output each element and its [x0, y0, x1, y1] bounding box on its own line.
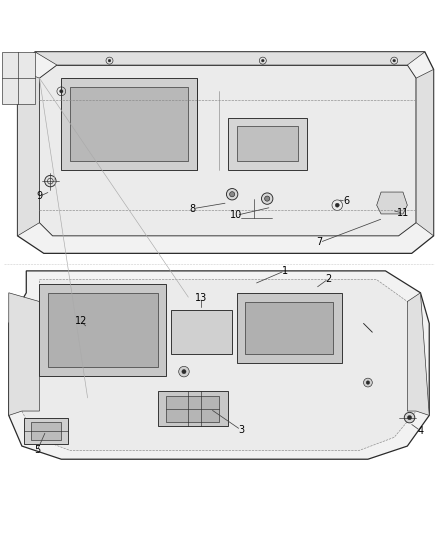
Circle shape: [60, 90, 63, 93]
Polygon shape: [18, 69, 39, 236]
Circle shape: [384, 195, 400, 211]
Text: 9: 9: [36, 191, 42, 201]
Text: 6: 6: [343, 196, 349, 206]
Circle shape: [182, 369, 186, 374]
Circle shape: [230, 192, 235, 197]
Polygon shape: [70, 87, 188, 161]
Circle shape: [393, 59, 396, 62]
Circle shape: [45, 175, 56, 187]
Text: 11: 11: [397, 208, 409, 218]
Text: 4: 4: [417, 426, 424, 436]
Text: 5: 5: [34, 446, 40, 456]
Polygon shape: [18, 52, 434, 253]
Text: 2: 2: [325, 274, 332, 284]
Polygon shape: [2, 52, 35, 104]
Polygon shape: [171, 310, 232, 354]
Polygon shape: [31, 422, 61, 440]
Text: 3: 3: [238, 425, 244, 435]
Circle shape: [108, 59, 111, 62]
Polygon shape: [61, 78, 197, 170]
Polygon shape: [407, 293, 429, 415]
Polygon shape: [228, 118, 307, 170]
Polygon shape: [245, 302, 333, 354]
Polygon shape: [9, 271, 429, 459]
Circle shape: [404, 413, 415, 423]
Polygon shape: [158, 391, 228, 426]
Polygon shape: [416, 69, 434, 236]
Circle shape: [364, 378, 372, 387]
Polygon shape: [24, 418, 68, 444]
Polygon shape: [39, 284, 166, 376]
Polygon shape: [237, 126, 298, 161]
Polygon shape: [9, 293, 39, 415]
Circle shape: [179, 366, 189, 377]
Polygon shape: [166, 395, 219, 422]
Text: 12: 12: [75, 316, 87, 326]
Text: 13: 13: [195, 293, 208, 303]
Circle shape: [261, 193, 273, 204]
Circle shape: [265, 196, 270, 201]
Text: 8: 8: [190, 204, 196, 214]
Polygon shape: [39, 65, 416, 236]
Text: 1: 1: [282, 266, 288, 276]
Text: 10: 10: [230, 210, 243, 220]
Circle shape: [261, 59, 264, 62]
Polygon shape: [35, 52, 425, 65]
Circle shape: [389, 200, 395, 206]
Circle shape: [366, 381, 370, 384]
Polygon shape: [48, 293, 158, 367]
Text: 7: 7: [317, 237, 323, 247]
Polygon shape: [22, 280, 416, 450]
Polygon shape: [377, 192, 407, 214]
Circle shape: [226, 189, 238, 200]
Circle shape: [407, 416, 412, 419]
Circle shape: [335, 203, 339, 207]
Polygon shape: [237, 293, 342, 363]
Circle shape: [392, 203, 396, 207]
